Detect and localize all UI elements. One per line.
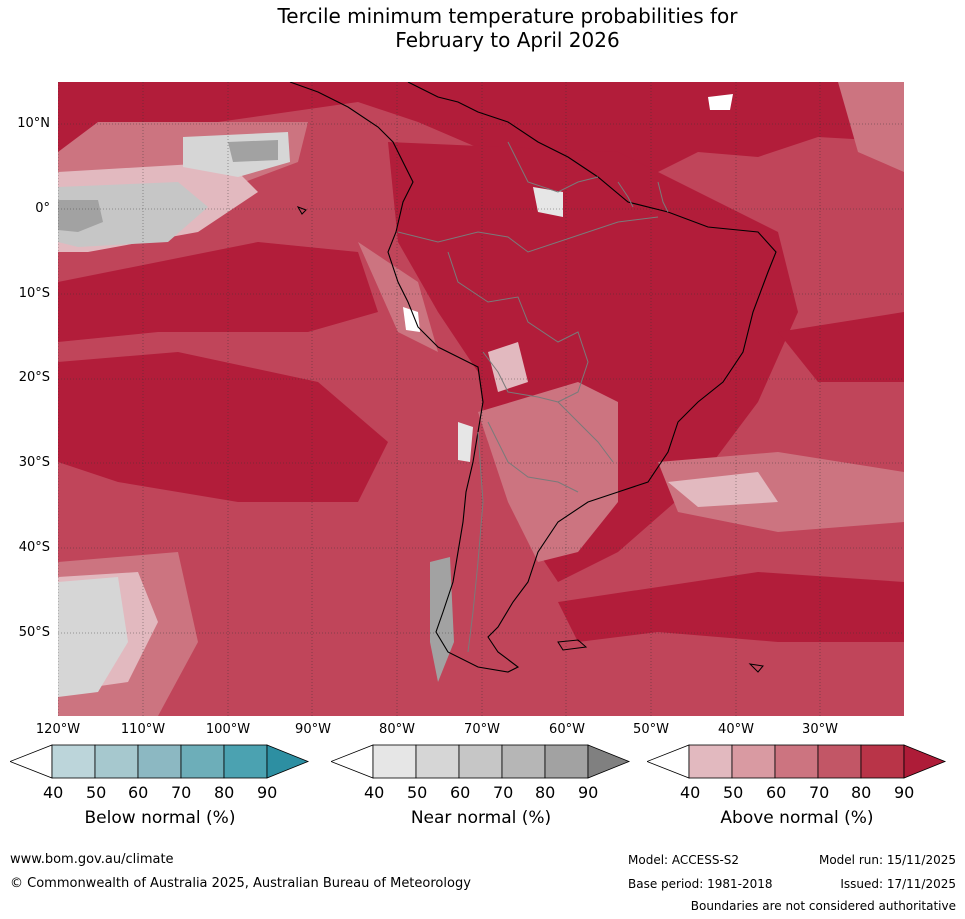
- chart-title: Tercile minimum temperature probabilitie…: [0, 4, 965, 52]
- model-run: Model run: 15/11/2025: [818, 853, 956, 867]
- tick-label: 60: [766, 783, 787, 802]
- lon-label-60w: 60°W: [549, 722, 585, 737]
- lat-label-30s: 30°S: [18, 455, 50, 470]
- tick-label: 90: [578, 783, 599, 802]
- model-name: Model: ACCESS-S2: [628, 853, 740, 867]
- lat-label-10n: 10°N: [17, 116, 50, 131]
- colorbar-lower-extension: [10, 744, 53, 779]
- colorbar-near-normal: [331, 744, 631, 779]
- tick-label: 80: [214, 783, 235, 802]
- lon-label-40w: 40°W: [718, 722, 754, 737]
- colorbar-bin: [817, 744, 862, 779]
- country-boundaries: [397, 141, 669, 653]
- colorbar-bin: [137, 744, 182, 779]
- tick-label: 70: [493, 783, 514, 802]
- lon-label-80w: 80°W: [379, 722, 415, 737]
- tick-label: 70: [171, 783, 192, 802]
- tick-label: 80: [851, 783, 872, 802]
- lat-label-40s: 40°S: [18, 540, 50, 555]
- colorbar-bin: [51, 744, 96, 779]
- south-america-coastline: [289, 82, 777, 673]
- colorbar-bin: [688, 744, 733, 779]
- lon-label-30w: 30°W: [802, 722, 838, 737]
- colorbar-lower-extension: [331, 744, 374, 779]
- colorbar-lower-extension: [647, 744, 690, 779]
- colorbar-bin: [223, 744, 268, 779]
- near-normal-regions: [58, 94, 733, 697]
- lon-label-50w: 50°W: [633, 722, 669, 737]
- colorbar-bin: [372, 744, 417, 779]
- copyright-text: © Commonwealth of Australia 2025, Austra…: [10, 876, 471, 891]
- issued-date: Issued: 17/11/2025: [840, 877, 956, 891]
- title-line-2: February to April 2026: [395, 28, 620, 52]
- colorbar-below-normal: [10, 744, 310, 779]
- lon-label-90w: 90°W: [295, 722, 331, 737]
- lat-label-20s: 20°S: [18, 370, 50, 385]
- island-outlines: [296, 206, 764, 673]
- lon-label-110w: 110°W: [120, 722, 166, 737]
- colorbar-bin: [180, 744, 225, 779]
- colorbar-bin: [860, 744, 905, 779]
- lon-label-70w: 70°W: [464, 722, 500, 737]
- tick-label: 40: [43, 783, 64, 802]
- colorbar-bin: [774, 744, 819, 779]
- base-period: Base period: 1981-2018: [628, 877, 773, 891]
- colorbar-upper-extension: [903, 744, 947, 779]
- tick-label: 90: [894, 783, 915, 802]
- tick-label: 50: [723, 783, 744, 802]
- forecast-map: [58, 82, 904, 716]
- tick-label: 40: [364, 783, 385, 802]
- tick-label: 60: [128, 783, 149, 802]
- lon-label-120w: 120°W: [35, 722, 81, 737]
- lat-label-0: 0°: [35, 201, 50, 216]
- lat-label-10s: 10°S: [18, 286, 50, 301]
- colorbar-upper-extension: [587, 744, 631, 779]
- colorbar-above-normal: [647, 744, 947, 779]
- colorbar-below-title: Below normal (%): [84, 808, 236, 828]
- colorbar-near-title: Near normal (%): [410, 808, 552, 828]
- tick-label: 60: [450, 783, 471, 802]
- tick-label: 50: [407, 783, 428, 802]
- tick-label: 50: [86, 783, 107, 802]
- tick-label: 40: [680, 783, 701, 802]
- colorbar-bin: [501, 744, 546, 779]
- tick-label: 70: [809, 783, 830, 802]
- tick-label: 80: [535, 783, 556, 802]
- colorbar-bin: [415, 744, 460, 779]
- colorbar-upper-extension: [266, 744, 310, 779]
- colorbar-above-title: Above normal (%): [720, 808, 874, 828]
- website-link[interactable]: www.bom.gov.au/climate: [10, 852, 174, 867]
- lon-label-100w: 100°W: [205, 722, 251, 737]
- lat-label-50s: 50°S: [18, 625, 50, 640]
- colorbar-bin: [731, 744, 776, 779]
- tick-label: 90: [257, 783, 278, 802]
- colorbar-bin: [544, 744, 589, 779]
- colorbar-bin: [94, 744, 139, 779]
- title-line-1: Tercile minimum temperature probabilitie…: [277, 4, 738, 28]
- colorbar-bin: [458, 744, 503, 779]
- graticule: [58, 82, 904, 716]
- boundaries-disclaimer: Boundaries are not considered authoritat…: [690, 899, 956, 913]
